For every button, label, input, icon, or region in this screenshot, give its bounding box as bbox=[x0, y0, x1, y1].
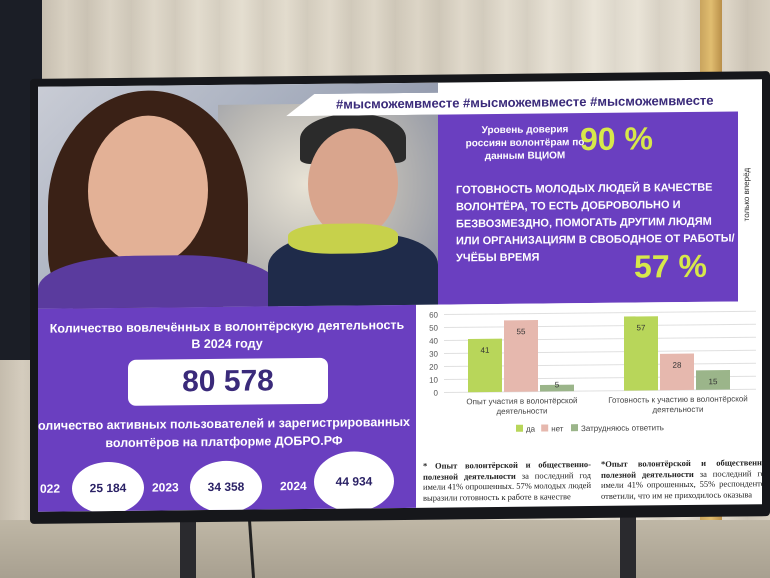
gridline bbox=[444, 310, 756, 316]
y-tick-label: 60 bbox=[429, 311, 438, 320]
side-label-text: только вперёд bbox=[742, 167, 751, 222]
legend-label: да bbox=[526, 425, 536, 434]
x-tick-label-line1: Готовность к участию в волонтёрской bbox=[608, 394, 748, 404]
side-label: только вперёд bbox=[738, 111, 762, 302]
data-label: 55 bbox=[517, 327, 526, 336]
bar bbox=[624, 316, 658, 391]
tv-display: #мысможемвместе #мысможемвместе #мысможе… bbox=[30, 71, 770, 524]
year-label: 2024 bbox=[280, 478, 307, 494]
footnote-right: *Опыт волонтёрской и общественно-полезно… bbox=[601, 457, 762, 501]
bar bbox=[504, 320, 538, 392]
y-tick-label: 50 bbox=[429, 324, 438, 333]
bar bbox=[540, 384, 574, 392]
y-tick-label: 10 bbox=[429, 376, 438, 385]
footnote-left: * Опыт волонтёрской и общественно-полезн… bbox=[423, 459, 591, 503]
data-label: 57 bbox=[637, 323, 646, 332]
active-users-label: оличество активных пользователей и зарег… bbox=[38, 413, 416, 453]
trust-value: 90 % bbox=[580, 120, 653, 158]
year-label: 2023 bbox=[152, 480, 179, 495]
data-label: 15 bbox=[709, 377, 718, 386]
tv-stand-right bbox=[620, 515, 636, 578]
gridline bbox=[444, 323, 756, 329]
y-tick-label: 40 bbox=[429, 337, 438, 346]
data-label: 5 bbox=[555, 380, 560, 389]
year-value-bubble: 34 358 bbox=[190, 460, 262, 512]
year-value-bubble: 44 934 bbox=[314, 451, 394, 512]
x-tick-label-line2: деятельности bbox=[496, 406, 547, 416]
legend-swatch bbox=[571, 424, 578, 432]
involved-label: Количество вовлечённых в волонтёрскую де… bbox=[38, 317, 416, 355]
volunteers-photo bbox=[38, 82, 438, 309]
readiness-value: 57 % bbox=[634, 247, 707, 285]
legend-swatch bbox=[541, 424, 549, 432]
y-tick-label: 0 bbox=[434, 389, 439, 398]
year-value-bubble: 25 184 bbox=[72, 461, 144, 512]
data-label: 28 bbox=[673, 361, 682, 370]
data-label: 41 bbox=[481, 346, 490, 355]
legend-swatch bbox=[516, 424, 523, 432]
floor bbox=[0, 520, 770, 578]
trust-label: Уровень доверия россиян волонтёрам по да… bbox=[465, 124, 585, 163]
bar bbox=[660, 353, 694, 391]
bar bbox=[468, 338, 502, 393]
year-label: 022 bbox=[40, 481, 61, 496]
y-tick-label: 20 bbox=[429, 363, 438, 372]
involved-value: 80 578 bbox=[128, 357, 328, 406]
legend-label: Затрудняюсь ответить bbox=[581, 423, 664, 433]
legend-label: нет bbox=[551, 424, 564, 433]
y-tick-label: 30 bbox=[429, 350, 438, 359]
bar bbox=[696, 370, 730, 390]
presentation-slide: #мысможемвместе #мысможемвместе #мысможе… bbox=[38, 79, 762, 512]
survey-bar-chart: 0 10 20 30 40 50 60 41 55 5 Опыт участия в волонтё… bbox=[416, 301, 762, 455]
volunteer-counts-panel: Количество вовлечённых в волонтёрскую де… bbox=[38, 304, 416, 512]
x-tick-label-line2: деятельности bbox=[652, 405, 703, 415]
footnotes: * Опыт волонтёрской и общественно-полезн… bbox=[423, 457, 762, 511]
x-tick-label-line1: Опыт участия в волонтёрской bbox=[466, 396, 577, 406]
trust-stats-panel: Уровень доверия россиян волонтёрам по да… bbox=[438, 111, 738, 305]
tv-stand-left bbox=[180, 515, 196, 578]
